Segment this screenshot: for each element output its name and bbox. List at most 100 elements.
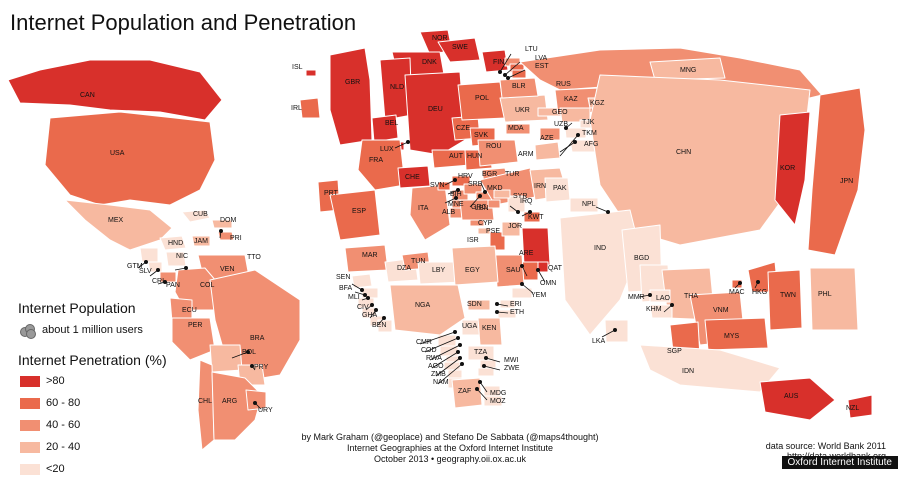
- country-label-col: COL: [200, 282, 215, 289]
- leader-dot: [457, 342, 462, 347]
- country-label-lux: LUX: [380, 146, 394, 153]
- leader-dot: [576, 132, 581, 137]
- leader-dot: [528, 209, 533, 214]
- credits-institute: Internet Geographies at the Oxford Inter…: [346, 443, 554, 453]
- country-label-ury: URY: [258, 407, 273, 414]
- country-label-cze: CZE: [456, 125, 470, 132]
- country-label-kaz: KAZ: [564, 96, 578, 103]
- country-label-che: CHE: [405, 174, 420, 181]
- country-region-blr: [499, 77, 539, 99]
- country-label-bgd: BGD: [634, 255, 649, 262]
- country-label-pry: PRY: [254, 364, 269, 371]
- country-label-dnk: DNK: [422, 59, 437, 66]
- credits-authors: by Mark Graham (@geoplace) and Stefano D…: [301, 432, 599, 442]
- leader-line: [231, 351, 249, 359]
- leader-dot: [482, 189, 487, 194]
- country-label-dza: DZA: [397, 265, 411, 272]
- map-title: Internet Population and Penetration: [10, 10, 357, 35]
- country-region-irl: [299, 97, 321, 119]
- leader-dot: [477, 379, 482, 384]
- country-label-vnm: VNM: [713, 307, 729, 314]
- country-label-npl: NPL: [582, 201, 596, 208]
- leader-line: [499, 53, 512, 73]
- country-label-alb: ALB: [442, 209, 456, 216]
- legend-class-row: 20 - 40: [18, 438, 238, 456]
- country-region-deu: [404, 71, 466, 156]
- leader-dot: [249, 363, 254, 368]
- leader-dot: [373, 307, 378, 312]
- country-region-esp: [329, 189, 381, 241]
- country-region-syr: [493, 189, 511, 199]
- legend-class-label: 40 - 60: [46, 419, 81, 431]
- leader-line: [483, 365, 501, 371]
- country-label-mne: MNE: [448, 201, 464, 208]
- country-label-mex: MEX: [108, 217, 124, 224]
- country-region-chn: [589, 74, 811, 246]
- country-region-zaf: [451, 377, 483, 409]
- leader-dot: [362, 292, 367, 297]
- country-label-irn: IRN: [534, 183, 546, 190]
- leader-line: [504, 61, 521, 76]
- leader-line: [394, 141, 409, 149]
- country-label-aus: AUS: [784, 393, 799, 400]
- legend-swatch: [20, 397, 40, 409]
- leader-dot: [483, 355, 488, 360]
- country-label-kor: KOR: [780, 165, 795, 172]
- country-label-tza: TZA: [474, 349, 488, 356]
- country-label-isl: ISL: [292, 64, 303, 71]
- leader-dot: [359, 287, 364, 292]
- country-label-pse: PSE: [486, 228, 500, 235]
- country-region-ury: [245, 389, 267, 411]
- leader-line: [595, 206, 609, 213]
- country-label-dom: DOM: [220, 217, 237, 224]
- country-label-civ: CIV: [357, 304, 369, 311]
- legend: Internet Population about 1 million user…: [18, 300, 238, 478]
- legend-class-row: 60 - 80: [18, 394, 238, 412]
- country-region-egy: [451, 245, 499, 286]
- country-label-pan: PAN: [166, 282, 180, 289]
- country-label-ita: ITA: [418, 205, 429, 212]
- country-label-mys: MYS: [724, 333, 740, 340]
- country-label-ago: AGO: [428, 363, 444, 370]
- country-label-nic: NIC: [176, 253, 188, 260]
- country-label-gtm: GTM: [127, 263, 143, 270]
- country-region-jam: [191, 235, 211, 247]
- country-label-omn: OMN: [540, 280, 556, 287]
- country-label-syr: SYR: [513, 193, 527, 200]
- leader-dot: [459, 361, 464, 366]
- country-label-pak: PAK: [553, 185, 567, 192]
- leader-line: [559, 134, 579, 157]
- country-label-tkm: TKM: [582, 130, 597, 137]
- country-label-est: EST: [535, 63, 549, 70]
- country-label-grc: GRC: [471, 204, 487, 211]
- leader-dot: [183, 265, 188, 270]
- data-source-label: data source: World Bank 2011: [765, 441, 886, 451]
- country-region-phl: [809, 267, 859, 331]
- country-label-arg: ARG: [222, 398, 237, 405]
- country-label-chn: CHN: [676, 149, 691, 156]
- leader-line: [507, 69, 526, 79]
- country-label-sau: SAU: [506, 267, 520, 274]
- leader-dot: [520, 281, 525, 286]
- country-label-gha: GHA: [362, 312, 378, 319]
- country-label-per: PER: [188, 322, 202, 329]
- country-label-kwt: KWT: [528, 214, 544, 221]
- country-label-mli: MLI: [348, 294, 360, 301]
- country-label-usa: USA: [110, 150, 125, 157]
- country-region-aze: [539, 127, 561, 141]
- leader-dot: [143, 259, 148, 264]
- country-label-hrv: HRV: [458, 173, 473, 180]
- country-label-sdn: SDN: [467, 301, 482, 308]
- leader-line: [424, 337, 459, 353]
- leader-dot: [670, 302, 675, 307]
- country-label-hun: HUN: [467, 153, 482, 160]
- country-label-tur: TUR: [505, 171, 519, 178]
- credits-date: October 2013 • geography.oii.ox.ac.uk: [373, 454, 527, 464]
- country-label-svn: SVN: [430, 182, 444, 189]
- country-label-afg: AFG: [584, 141, 598, 148]
- country-label-mac: MAC: [729, 289, 745, 296]
- leader-dot: [477, 193, 482, 198]
- country-label-bol: BOL: [242, 349, 256, 356]
- legend-class-row: >80: [18, 372, 238, 390]
- country-region-est: [511, 69, 527, 79]
